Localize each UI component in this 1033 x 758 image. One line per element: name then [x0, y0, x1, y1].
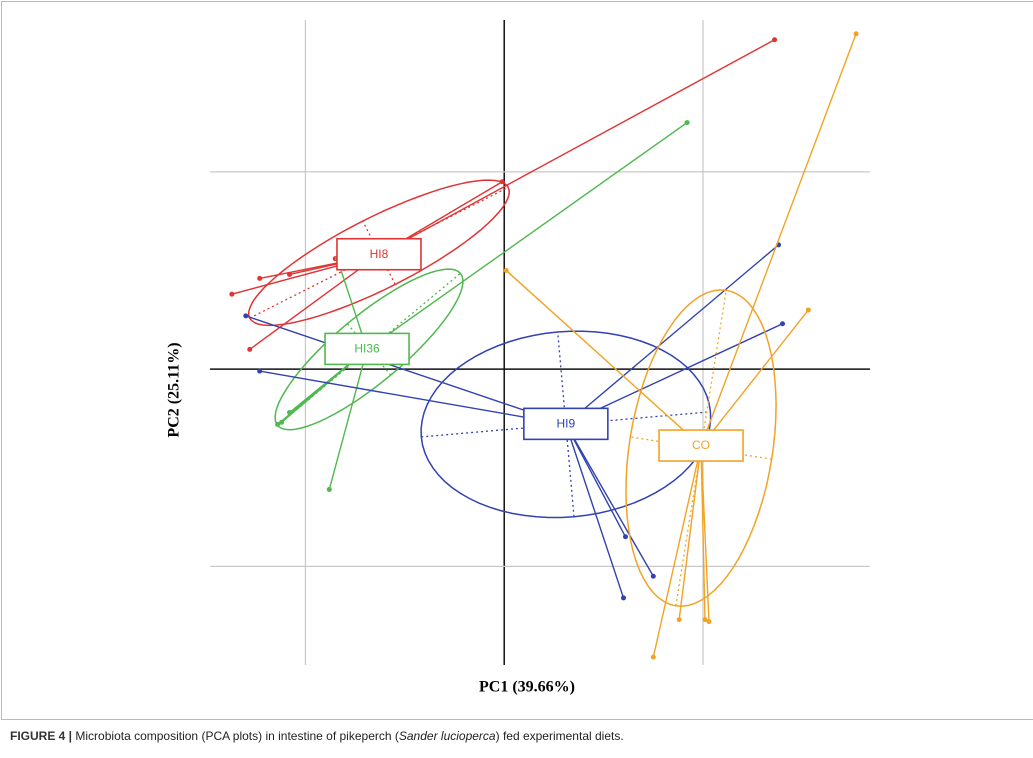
point — [780, 321, 786, 327]
spider-line — [366, 121, 688, 350]
caption-label: FIGURE 4 | — [10, 729, 73, 743]
point — [243, 313, 249, 319]
caption-end: ) fed experimental diets. — [495, 729, 624, 743]
spider-line — [378, 39, 775, 256]
centroid-box — [324, 332, 410, 366]
point — [326, 486, 332, 492]
spider-line — [565, 244, 780, 425]
spider-line — [565, 424, 627, 538]
point — [650, 573, 656, 579]
spider-line — [678, 445, 702, 620]
centroid-box — [336, 237, 422, 271]
point — [772, 37, 778, 43]
ellipse-axis — [249, 186, 509, 319]
spider-line — [505, 269, 702, 447]
group-label: HI8 — [370, 247, 389, 261]
spider-line — [700, 446, 710, 622]
point — [620, 595, 626, 601]
point — [247, 346, 253, 352]
spider-line — [565, 424, 654, 577]
point — [229, 291, 235, 297]
point — [275, 421, 281, 427]
group-label: HI9 — [556, 417, 575, 431]
point — [702, 617, 708, 623]
frame — [1, 1, 1033, 720]
y-axis-label: PC2 (25.11%) — [166, 342, 183, 437]
group-label: HI36 — [354, 342, 380, 356]
spider-line — [328, 349, 368, 490]
chart: PC1 (39.66%) PC2 (25.11%) HI8 HI36 HI9 CO — [1, 1, 1033, 720]
spider-line — [245, 315, 567, 426]
point — [684, 120, 690, 126]
spider-line — [259, 370, 566, 426]
ellipse-axis — [346, 323, 392, 376]
point — [676, 617, 682, 623]
point — [650, 654, 656, 660]
point — [257, 368, 263, 374]
centroid-box — [658, 429, 744, 462]
spider-line — [700, 309, 809, 447]
caption: FIGURE 4 | Microbiota composition (PCA p… — [10, 729, 624, 743]
point — [706, 619, 712, 625]
x-axis-label: PC1 (39.66%) — [479, 679, 575, 696]
ellipse-axis — [675, 290, 727, 606]
point — [853, 31, 859, 37]
spider-line — [652, 445, 702, 658]
point — [622, 534, 628, 540]
point — [805, 307, 811, 313]
caption-text: Microbiota composition (PCA plots) in in… — [75, 729, 399, 743]
spider-line — [565, 424, 625, 599]
ellipse-axis — [557, 331, 575, 517]
point — [287, 271, 293, 277]
group-label: CO — [692, 438, 710, 452]
caption-italic: Sander lucioperca — [398, 729, 496, 743]
point — [279, 419, 285, 425]
centroid-box — [523, 407, 609, 441]
point — [503, 268, 509, 274]
point — [257, 275, 263, 281]
point — [287, 410, 293, 416]
spider-line — [700, 33, 857, 447]
point — [499, 179, 505, 185]
